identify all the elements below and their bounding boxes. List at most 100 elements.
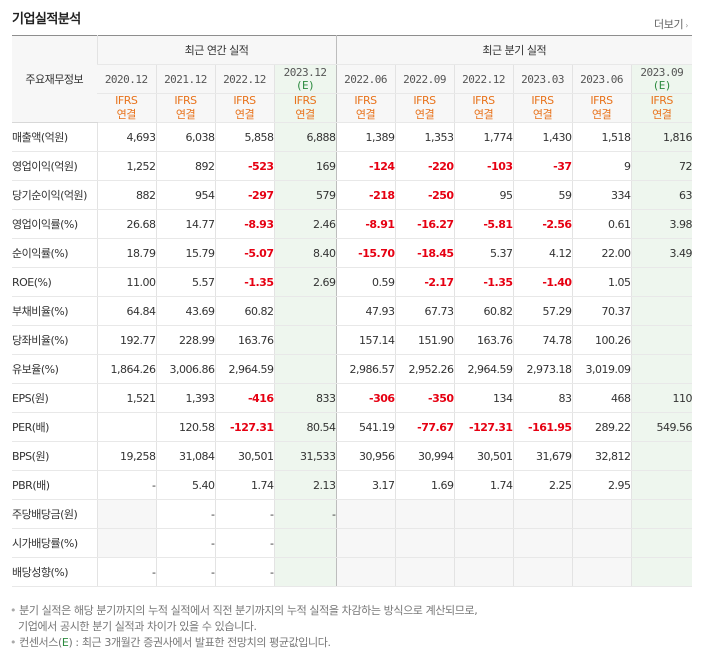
table-cell: 2,964.59 bbox=[453, 354, 514, 384]
table-cell bbox=[335, 528, 396, 558]
column-accounting-basis: IFRS 연결 bbox=[273, 93, 337, 123]
table-cell: - bbox=[214, 528, 274, 558]
table-cell: 833 bbox=[273, 383, 336, 413]
table-row: 부채비율(%) 64.84 43.69 60.82 47.93 67.73 60.82 57.… bbox=[12, 296, 693, 326]
row-label: 영업이익(억원) bbox=[12, 151, 97, 181]
table-cell: 468 bbox=[571, 383, 632, 413]
footnotes: • 분기 실적은 해당 분기까지의 누적 실적에서 직전 분기까지의 누적 실적을… bbox=[10, 603, 478, 651]
table-cell: 2,986.57 bbox=[335, 354, 396, 384]
table-cell: 15.79 bbox=[155, 238, 215, 268]
column-date: 2023.12 (E) bbox=[273, 64, 337, 94]
table-cell: 1,430 bbox=[512, 122, 573, 152]
table-row: ROE(%) 11.00 5.57 -1.35 2.69 0.59 -2.17 -1.35 -1… bbox=[12, 267, 693, 297]
table-cell: 579 bbox=[273, 180, 336, 210]
table-cell: 882 bbox=[96, 180, 156, 210]
table-cell: 892 bbox=[155, 151, 215, 181]
table-cell: 163.76 bbox=[214, 325, 274, 355]
table-cell: -218 bbox=[335, 180, 396, 210]
row-label: 영업이익률(%) bbox=[12, 209, 97, 239]
table-cell: 110 bbox=[630, 383, 693, 413]
table-row: 영업이익률(%) 26.68 14.77 -8.93 2.46 -8.91 -16.27 -5… bbox=[12, 209, 693, 239]
row-label: ROE(%) bbox=[12, 267, 97, 297]
table-cell bbox=[273, 325, 337, 355]
column-accounting-basis: IFRS 연결 bbox=[97, 93, 156, 123]
table-cell: -350 bbox=[394, 383, 455, 413]
column-date: 2022.09 bbox=[394, 64, 455, 94]
table-cell bbox=[335, 557, 396, 587]
table-cell: 67.73 bbox=[394, 296, 455, 326]
table-cell: 30,956 bbox=[335, 441, 396, 471]
table-cell: 70.37 bbox=[571, 296, 632, 326]
table-cell: 1,774 bbox=[453, 122, 514, 152]
table-cell bbox=[630, 267, 693, 297]
table-cell: 64.84 bbox=[96, 296, 156, 326]
table-cell: 1,816 bbox=[630, 122, 693, 152]
column-date: 2022.06 bbox=[335, 64, 396, 94]
table-cell: 2.25 bbox=[512, 470, 573, 500]
table-cell bbox=[273, 528, 337, 558]
row-label: 유보율(%) bbox=[12, 354, 97, 384]
footnote-consensus: • 컨센서스(E) : 최근 3개월간 증권사에서 발표한 전망치의 평균값입니다… bbox=[10, 636, 331, 649]
more-link[interactable]: 더보기 › bbox=[654, 16, 688, 32]
table-cell bbox=[630, 325, 693, 355]
estimate-mark: (E) bbox=[295, 79, 315, 92]
row-label: PBR(배) bbox=[12, 470, 97, 500]
table-cell: 0.59 bbox=[335, 267, 396, 297]
table-cell: -5.81 bbox=[453, 209, 514, 239]
table-row: 당기순이익(억원) 882 954 -297 579 -218 -250 95 59 334 63 bbox=[12, 180, 693, 210]
table-cell: 1,393 bbox=[155, 383, 215, 413]
table-cell: 5.37 bbox=[453, 238, 514, 268]
table-row: 순이익률(%) 18.79 15.79 -5.07 8.40 -15.70 -18.45 5.… bbox=[12, 238, 693, 268]
table-cell: 95 bbox=[453, 180, 514, 210]
table-cell: 18.79 bbox=[96, 238, 156, 268]
table-cell: 60.82 bbox=[453, 296, 514, 326]
table-cell: 4,693 bbox=[96, 122, 156, 152]
table-cell: 100.26 bbox=[571, 325, 632, 355]
table-cell bbox=[335, 499, 396, 529]
column-accounting-basis: IFRS 연결 bbox=[512, 93, 573, 123]
table-cell: 549.56 bbox=[630, 412, 693, 442]
table-cell bbox=[96, 528, 156, 558]
table-cell: 22.00 bbox=[571, 238, 632, 268]
chevron-right-icon: › bbox=[685, 21, 688, 30]
table-cell: 2,952.26 bbox=[394, 354, 455, 384]
table-cell bbox=[96, 499, 156, 529]
footnote-quarterly: • 분기 실적은 해당 분기까지의 누적 실적에서 직전 분기까지의 누적 실적을… bbox=[10, 604, 478, 617]
table-cell: 6,038 bbox=[155, 122, 215, 152]
row-label: BPS(원) bbox=[12, 441, 97, 471]
table-row: BPS(원) 19,258 31,084 30,501 31,533 30,956 30,9… bbox=[12, 441, 693, 471]
table-cell bbox=[630, 354, 693, 384]
table-cell: 30,501 bbox=[214, 441, 274, 471]
column-date: 2022.12 bbox=[453, 64, 514, 94]
table-row: 매출액(억원) 4,693 6,038 5,858 6,888 1,389 1,353 1,7… bbox=[12, 122, 693, 152]
table-cell: 541.19 bbox=[335, 412, 396, 442]
table-cell: 31,679 bbox=[512, 441, 573, 471]
footnote-quarterly-cont: 기업에서 공시한 분기 실적과 차이가 있을 수 있습니다. bbox=[18, 620, 257, 633]
table-cell: 157.14 bbox=[335, 325, 396, 355]
table-cell: - bbox=[155, 528, 215, 558]
estimate-mark: E bbox=[61, 636, 69, 649]
table-cell: -250 bbox=[394, 180, 455, 210]
table-cell: 228.99 bbox=[155, 325, 215, 355]
table-cell: 1,252 bbox=[96, 151, 156, 181]
table-cell: -18.45 bbox=[394, 238, 455, 268]
table-cell: -2.56 bbox=[512, 209, 573, 239]
table-cell bbox=[273, 354, 337, 384]
row-label: PER(배) bbox=[12, 412, 97, 442]
table-cell: 0.61 bbox=[571, 209, 632, 239]
table-cell: 1.69 bbox=[394, 470, 455, 500]
table-cell: 43.69 bbox=[155, 296, 215, 326]
table-row: EPS(원) 1,521 1,393 -416 833 -306 -350 134 83 468 1… bbox=[12, 383, 693, 413]
table-cell: 3,006.86 bbox=[155, 354, 215, 384]
table-cell: 5.57 bbox=[155, 267, 215, 297]
table-cell bbox=[630, 441, 693, 471]
table-cell: 334 bbox=[571, 180, 632, 210]
table-cell: 6,888 bbox=[273, 122, 336, 152]
table-cell: 72 bbox=[630, 151, 693, 181]
row-label: 주당배당금(원) bbox=[12, 499, 97, 529]
table-cell bbox=[512, 528, 573, 558]
column-accounting-basis: IFRS 연결 bbox=[394, 93, 455, 123]
table-cell: 5.40 bbox=[155, 470, 215, 500]
table-cell: -1.35 bbox=[453, 267, 514, 297]
table-cell bbox=[96, 412, 156, 442]
